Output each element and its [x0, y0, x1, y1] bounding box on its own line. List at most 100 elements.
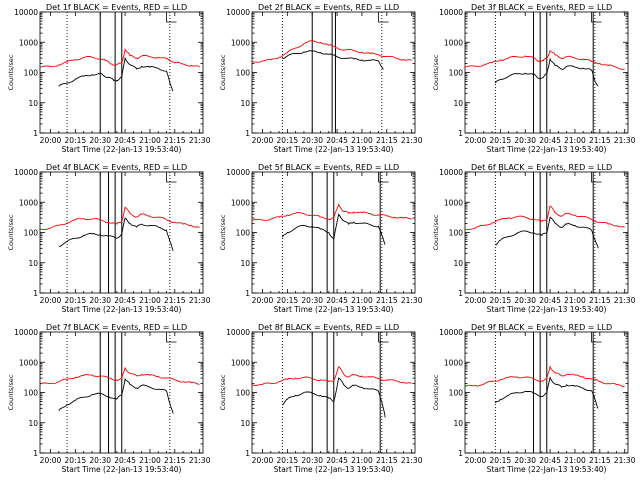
y-tick-label: 10 [28, 259, 38, 268]
x-tick-label: 21:30 [614, 456, 636, 465]
corner-marker [378, 172, 389, 183]
y-tick-label: 10000 [439, 8, 463, 17]
x-tick-label: 20:30 [514, 136, 536, 145]
x-axis-label: Start Time (22-Jan-13 19:53:40) [62, 305, 182, 314]
y-tick-label: 100 [236, 389, 251, 398]
events-series-line [58, 56, 174, 92]
x-tick-label: 20:00 [252, 456, 274, 465]
y-tick-label: 10 [240, 259, 250, 268]
y-tick-label: 10000 [14, 328, 38, 337]
y-tick-label: 100 [236, 229, 251, 238]
y-tick-label: 100 [449, 389, 464, 398]
y-tick-label: 1 [458, 449, 463, 458]
x-tick-label: 20:30 [89, 456, 111, 465]
events-series-line [495, 376, 599, 409]
corner-marker [591, 12, 602, 23]
y-axis-label: Counts/sec [7, 54, 15, 90]
y-tick-label: 10 [28, 419, 38, 428]
corner-marker [378, 332, 389, 343]
y-tick-label: 10000 [14, 168, 38, 177]
y-axis-label: Counts/sec [7, 374, 15, 410]
x-tick-label: 20:45 [326, 456, 348, 465]
y-tick-label: 1000 [231, 38, 250, 47]
lld-series-line [252, 203, 412, 221]
x-axis-label: Start Time (22-Jan-13 19:53:40) [487, 305, 607, 314]
events-series-line [282, 377, 386, 418]
y-axis-label: Counts/sec [219, 374, 227, 410]
y-tick-label: 10 [453, 419, 463, 428]
x-tick-label: 20:00 [40, 136, 62, 145]
x-tick-label: 21:30 [614, 296, 636, 305]
x-tick-label: 20:15 [490, 456, 512, 465]
panel-title: Det 1f BLACK = Events, RED = LLD [46, 3, 187, 12]
lld-series-line [465, 365, 625, 388]
lld-series-line [40, 48, 200, 68]
corner-marker [166, 172, 177, 183]
x-tick-label: 21:15 [376, 136, 398, 145]
x-tick-label: 20:45 [326, 136, 348, 145]
x-tick-label: 20:00 [465, 456, 487, 465]
plot-frame [251, 11, 416, 134]
x-tick-label: 20:15 [277, 136, 299, 145]
x-tick-label: 20:45 [539, 136, 561, 145]
x-tick-label: 21:00 [564, 136, 586, 145]
x-tick-label: 21:30 [401, 456, 423, 465]
x-tick-label: 21:00 [139, 296, 161, 305]
x-tick-label: 21:15 [164, 136, 186, 145]
x-tick-label: 21:15 [589, 136, 611, 145]
y-axis-label: Counts/sec [432, 214, 440, 250]
x-tick-label: 21:00 [139, 136, 161, 145]
x-tick-label: 20:00 [465, 296, 487, 305]
x-tick-label: 21:30 [401, 136, 423, 145]
y-tick-label: 1 [33, 449, 38, 458]
x-axis-label: Start Time (22-Jan-13 19:53:40) [487, 145, 607, 154]
lld-series-line [40, 206, 200, 231]
x-tick-label: 21:15 [164, 456, 186, 465]
x-tick-label: 20:30 [301, 296, 323, 305]
y-tick-label: 100 [24, 69, 39, 78]
x-tick-label: 20:15 [277, 456, 299, 465]
x-axis-label: Start Time (22-Jan-13 19:53:40) [62, 145, 182, 154]
x-tick-label: 20:15 [490, 136, 512, 145]
y-tick-label: 1000 [19, 358, 38, 367]
events-series-line [281, 213, 386, 245]
x-tick-label: 21:30 [189, 296, 211, 305]
x-tick-label: 20:15 [65, 136, 87, 145]
events-series-line [495, 216, 599, 249]
x-tick-label: 20:45 [114, 136, 136, 145]
panel-title: Det 7f BLACK = Events, RED = LLD [46, 323, 187, 332]
y-axis-label: Counts/sec [432, 374, 440, 410]
x-tick-label: 20:30 [89, 136, 111, 145]
y-tick-label: 10000 [226, 8, 250, 17]
x-tick-label: 21:00 [351, 136, 373, 145]
corner-marker [378, 12, 389, 23]
y-tick-label: 1 [33, 129, 38, 138]
y-tick-label: 100 [236, 69, 251, 78]
y-tick-label: 1000 [444, 198, 463, 207]
y-tick-label: 10 [453, 259, 463, 268]
x-tick-label: 21:30 [401, 296, 423, 305]
x-axis-label: Start Time (22-Jan-13 19:53:40) [274, 305, 394, 314]
y-axis-label: Counts/sec [219, 214, 227, 250]
x-tick-label: 20:15 [65, 296, 87, 305]
y-tick-label: 10 [453, 99, 463, 108]
panel-title: Det 8f BLACK = Events, RED = LLD [258, 323, 399, 332]
y-tick-label: 1 [245, 129, 250, 138]
x-tick-label: 21:00 [139, 456, 161, 465]
y-tick-label: 10000 [14, 8, 38, 17]
events-series-line [58, 217, 174, 251]
y-tick-label: 1000 [19, 198, 38, 207]
x-tick-label: 21:00 [564, 296, 586, 305]
lld-series-line [465, 49, 625, 70]
x-tick-label: 21:15 [589, 296, 611, 305]
x-tick-label: 20:30 [301, 456, 323, 465]
corner-marker [591, 172, 602, 183]
x-tick-label: 21:00 [351, 296, 373, 305]
